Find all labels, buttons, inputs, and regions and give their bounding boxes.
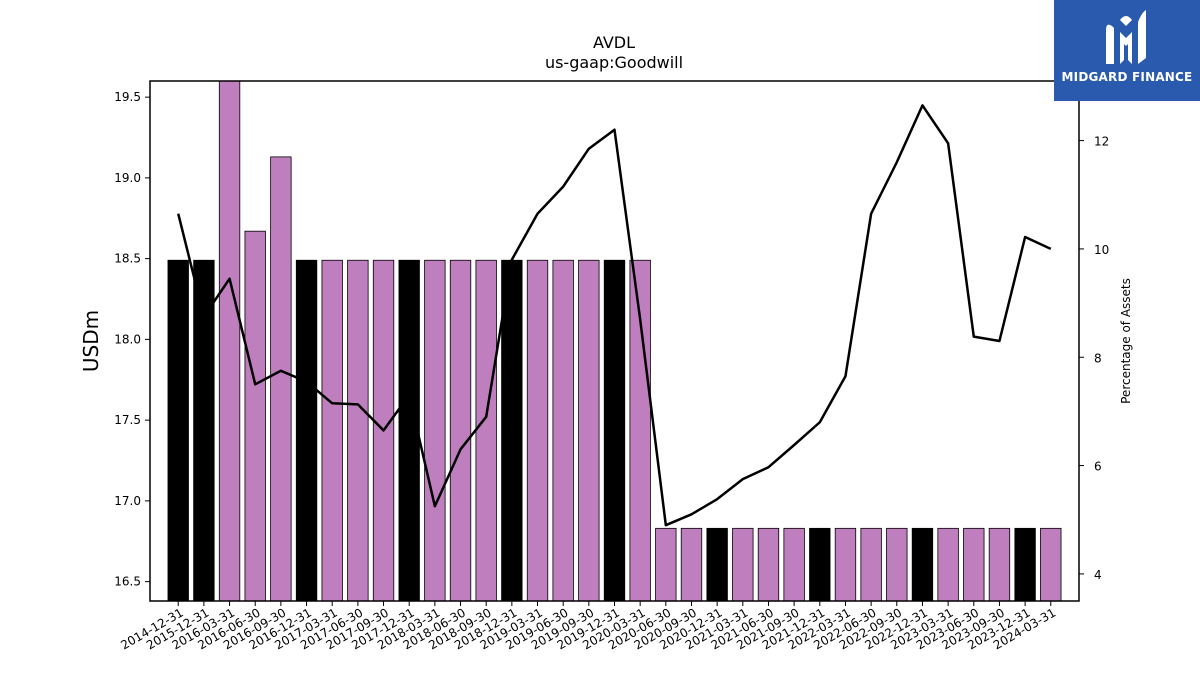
bar-2021-06-30 (757, 527, 780, 601)
bar-2020-12-31 (706, 527, 728, 601)
bar-series (167, 81, 1062, 601)
y-tick-label-left: 19.5 (114, 90, 141, 104)
bar-2020-03-31 (629, 259, 651, 601)
bar-2017-03-31 (321, 259, 343, 601)
bar-2021-03-31 (732, 527, 754, 601)
y-tick-label-right: 12 (1094, 135, 1109, 149)
bar-2016-09-30 (270, 156, 292, 601)
y-tick-label-left: 18.0 (114, 332, 141, 346)
bar-2017-06-30 (347, 259, 369, 601)
y-tick-label-left: 18.5 (114, 252, 141, 266)
bar-2018-06-30 (449, 259, 472, 601)
logo-text: MIDGARD FINANCE (1061, 70, 1193, 84)
bar-2022-03-31 (834, 527, 857, 601)
bar-2022-12-31 (911, 527, 934, 601)
bar-2015-12-31 (193, 259, 215, 601)
bar-2023-12-31 (1014, 527, 1036, 601)
bar-2020-06-30 (655, 527, 677, 601)
bar-2014-12-31 (167, 259, 189, 601)
plot-area: 16.517.017.518.018.519.019.546810122014-… (114, 80, 1109, 652)
y-tick-label-right: 10 (1094, 243, 1109, 257)
bar-2016-06-30 (244, 230, 266, 601)
bar-2017-12-31 (398, 259, 420, 601)
bar-2023-09-30 (988, 527, 1011, 601)
y-tick-label-right: 4 (1094, 568, 1102, 582)
bar-2022-06-30 (860, 527, 882, 601)
bar-2024-03-31 (1040, 527, 1062, 601)
y-tick-label-left: 19.0 (114, 171, 141, 185)
bar-2021-09-30 (783, 527, 805, 601)
chart-subtitle: us-gaap:Goodwill (545, 53, 683, 72)
bar-2023-06-30 (963, 527, 985, 601)
percentage-line (177, 104, 1052, 527)
y-tick-label-right: 6 (1094, 460, 1102, 474)
midgard-m-logo-icon (1106, 10, 1146, 65)
chart-title: AVDL (593, 33, 635, 52)
bar-2021-12-31 (809, 527, 831, 601)
y-tick-label-left: 17.0 (114, 494, 141, 508)
y-tick-label-left: 16.5 (114, 575, 141, 589)
bar-2022-09-30 (886, 527, 908, 601)
bar-2018-09-30 (475, 259, 497, 601)
bar-2019-09-30 (578, 259, 600, 601)
bar-2020-09-30 (680, 527, 703, 601)
y-axis-label-left: USDm (79, 310, 103, 372)
y-tick-label-left: 17.5 (114, 413, 141, 427)
bar-2019-12-31 (603, 259, 626, 601)
y-tick-label-right: 8 (1094, 351, 1102, 365)
bar-2019-06-30 (552, 259, 574, 601)
bar-2023-03-31 (937, 527, 959, 601)
bar-2016-12-31 (295, 259, 318, 601)
bar-2016-03-31 (218, 81, 241, 601)
bar-2019-03-31 (526, 259, 549, 601)
bar-2018-03-31 (424, 259, 446, 601)
midgard-finance-logo: MIDGARD FINANCE (1054, 0, 1200, 101)
y-axis-label-right: Percentage of Assets (1119, 278, 1133, 404)
